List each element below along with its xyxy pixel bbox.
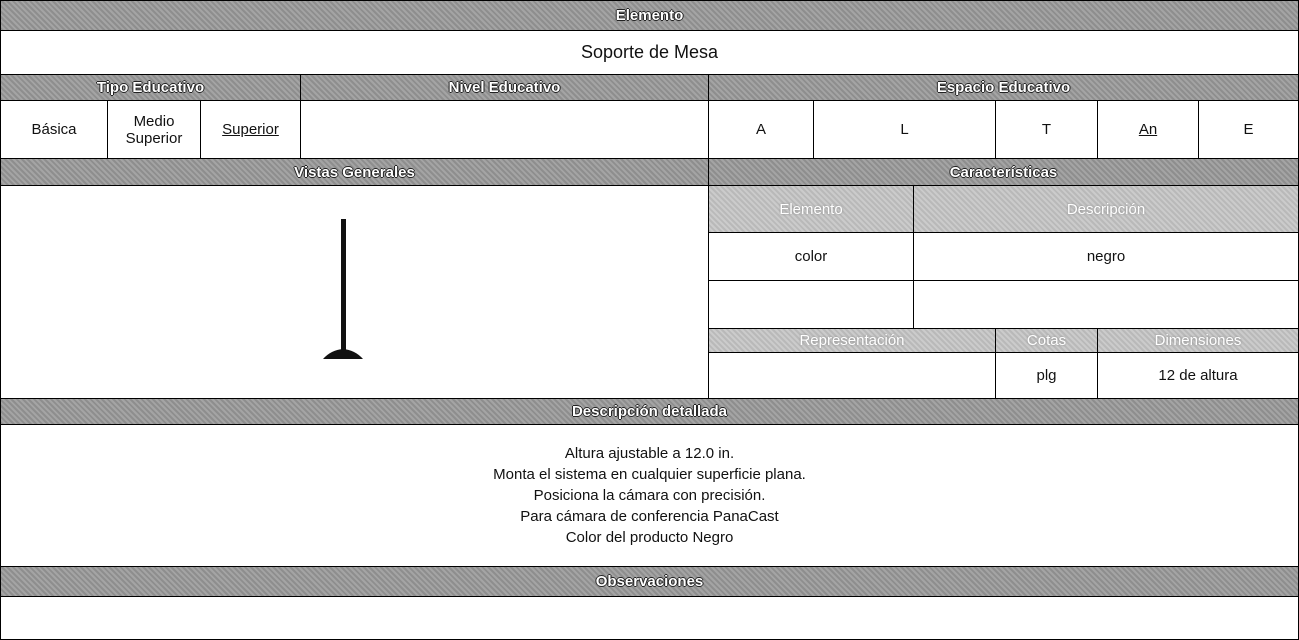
empty-cell <box>708 352 996 399</box>
description: Altura ajustable a 12.0 in. Monta el sist… <box>0 424 1299 567</box>
section-header: Espacio Educativo <box>708 74 1299 101</box>
sub-header: Dimensiones <box>1097 328 1299 353</box>
empty-cell <box>300 100 709 159</box>
cell: plg <box>995 352 1098 399</box>
option: An <box>1097 100 1199 159</box>
description-line: Para cámara de conferencia PanaCast <box>520 508 779 525</box>
section-header: Vistas Generales <box>0 158 709 186</box>
description-line: Color del producto Negro <box>565 529 734 546</box>
sub-header: Representación <box>708 328 996 353</box>
option: Medio Superior <box>107 100 201 159</box>
stand-drawing <box>323 219 363 359</box>
sub-header: Cotas <box>995 328 1098 353</box>
empty-cell <box>913 280 1299 329</box>
option: E <box>1198 100 1299 159</box>
description-line: Altura ajustable a 12.0 in. <box>564 445 735 462</box>
section-header: Observaciones <box>0 566 1299 597</box>
cell: 12 de altura <box>1097 352 1299 399</box>
image-cell <box>0 185 709 399</box>
element-name: Soporte de Mesa <box>0 30 1299 75</box>
option: Superior <box>200 100 301 159</box>
option: A <box>708 100 814 159</box>
section-header: Nivel Educativo <box>300 74 709 101</box>
sub-header: Descripción <box>913 185 1299 233</box>
option: Básica <box>0 100 108 159</box>
section-header: Características <box>708 158 1299 186</box>
cell: negro <box>913 232 1299 281</box>
description-line: Monta el sistema en cualquier superficie… <box>493 466 806 483</box>
sub-header: Elemento <box>708 185 914 233</box>
section-header: Tipo Educativo <box>0 74 301 101</box>
observations <box>0 596 1299 640</box>
cell: color <box>708 232 914 281</box>
section-header: Elemento <box>0 0 1299 31</box>
description-line: Posiciona la cámara con precisión. <box>533 487 766 504</box>
option: T <box>995 100 1098 159</box>
empty-cell <box>708 280 914 329</box>
section-header: Descripción detallada <box>0 398 1299 425</box>
option: L <box>813 100 996 159</box>
